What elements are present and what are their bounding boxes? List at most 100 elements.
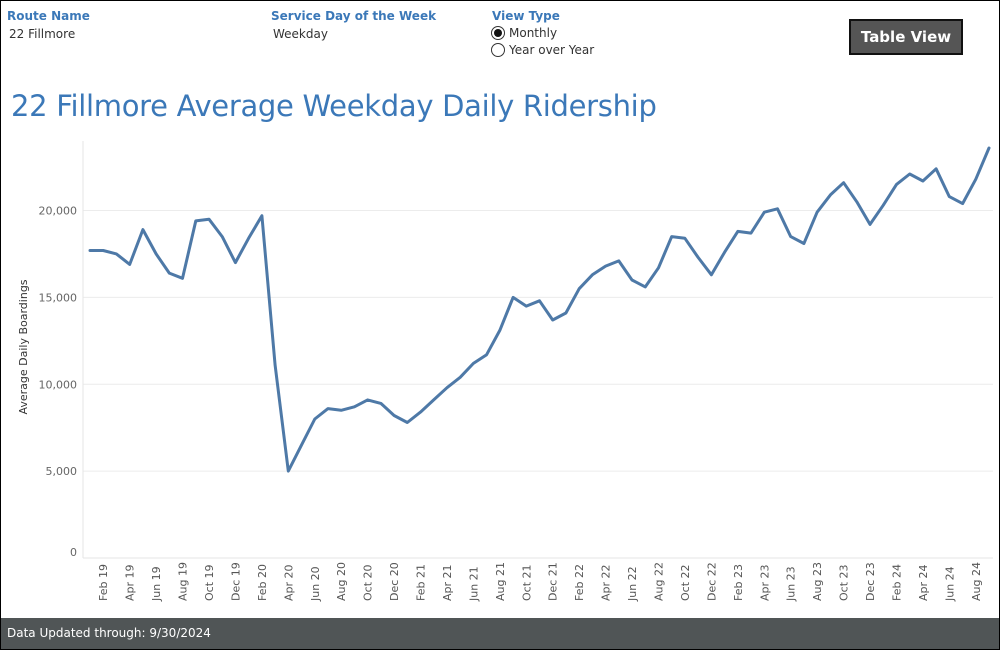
data-point[interactable] — [483, 351, 491, 359]
view-type-option-label: Year over Year — [509, 43, 595, 57]
data-point[interactable] — [218, 233, 226, 241]
data-point[interactable] — [734, 227, 742, 235]
data-point[interactable] — [112, 250, 120, 258]
data-point[interactable] — [932, 165, 940, 173]
data-point[interactable] — [284, 467, 292, 475]
radio-unselected-icon[interactable] — [491, 43, 505, 57]
x-tick-label: Dec 21 — [547, 562, 560, 601]
data-point[interactable] — [575, 285, 583, 293]
table-view-button[interactable]: Table View — [849, 19, 963, 55]
x-tick-label: Aug 22 — [652, 562, 665, 601]
x-tick-label: Dec 23 — [864, 562, 877, 601]
data-point[interactable] — [271, 361, 279, 369]
view-type-option-year-over-year[interactable]: Year over Year — [491, 43, 594, 57]
data-point[interactable] — [430, 396, 438, 404]
data-point[interactable] — [774, 205, 782, 213]
data-point[interactable] — [747, 229, 755, 237]
data-point[interactable] — [192, 217, 200, 225]
ridership-series-line[interactable] — [88, 146, 991, 473]
ridership-line-chart: 0 5,000 10,000 15,000 20,000 Feb 19 Apr 19 Jun… — [17, 141, 993, 602]
view-type-option-label: Monthly — [509, 26, 558, 40]
data-point[interactable] — [813, 208, 821, 216]
data-point[interactable] — [681, 234, 689, 242]
data-point[interactable] — [826, 191, 834, 199]
data-point[interactable] — [615, 257, 623, 265]
footer-bar: Data Updated through: 9/30/2024 — [1, 618, 999, 649]
data-point[interactable] — [985, 144, 993, 152]
data-point[interactable] — [126, 260, 134, 268]
data-point[interactable] — [840, 179, 848, 187]
data-point[interactable] — [760, 208, 768, 216]
x-tick-label: Jun 20 — [309, 566, 322, 602]
x-tick-label: Jun 19 — [150, 566, 163, 602]
x-tick-label: Jun 23 — [785, 566, 798, 602]
data-point[interactable] — [99, 247, 107, 255]
data-point[interactable] — [179, 274, 187, 282]
data-point[interactable] — [879, 201, 887, 209]
service-day-value[interactable]: Weekday — [273, 27, 328, 41]
data-point[interactable] — [245, 234, 253, 242]
x-tick-label: Apr 23 — [758, 564, 771, 601]
x-tick-label: Oct 19 — [203, 564, 216, 601]
x-tick-label: Aug 21 — [494, 562, 507, 601]
x-tick-label: Feb 21 — [415, 564, 428, 601]
data-point[interactable] — [588, 271, 596, 279]
data-point[interactable] — [152, 250, 160, 258]
data-point[interactable] — [139, 226, 147, 234]
x-tick-label: Apr 19 — [124, 564, 137, 601]
data-point[interactable] — [298, 441, 306, 449]
x-tick-label: Feb 20 — [256, 564, 269, 601]
route-name-label: Route Name — [7, 9, 90, 23]
data-point[interactable] — [350, 403, 358, 411]
data-point[interactable] — [377, 399, 385, 407]
data-point[interactable] — [522, 302, 530, 310]
data-point[interactable] — [469, 359, 477, 367]
data-point[interactable] — [800, 240, 808, 248]
data-point[interactable] — [602, 262, 610, 270]
data-point[interactable] — [906, 170, 914, 178]
data-point[interactable] — [456, 373, 464, 381]
data-point[interactable] — [866, 220, 874, 228]
data-point[interactable] — [562, 309, 570, 317]
data-point[interactable] — [919, 177, 927, 185]
data-point[interactable] — [893, 180, 901, 188]
data-point[interactable] — [337, 406, 345, 414]
data-point[interactable] — [655, 264, 663, 272]
x-tick-label: Apr 21 — [441, 564, 454, 601]
radio-selected-icon[interactable] — [491, 26, 505, 40]
data-point[interactable] — [86, 247, 94, 255]
route-name-value[interactable]: 22 Fillmore — [9, 27, 76, 41]
data-point[interactable] — [853, 198, 861, 206]
data-point[interactable] — [787, 233, 795, 241]
y-tick-label: 15,000 — [39, 291, 78, 304]
data-point[interactable] — [721, 248, 729, 256]
x-tick-label: Apr 20 — [282, 564, 295, 601]
data-point[interactable] — [390, 412, 398, 420]
data-point[interactable] — [364, 396, 372, 404]
data-point[interactable] — [972, 175, 980, 183]
data-point[interactable] — [707, 271, 715, 279]
data-point[interactable] — [324, 405, 332, 413]
data-point[interactable] — [311, 415, 319, 423]
data-point[interactable] — [258, 212, 266, 220]
data-point[interactable] — [403, 419, 411, 427]
series-layer — [86, 144, 993, 475]
chart-title: 22 Fillmore Average Weekday Daily Riders… — [11, 89, 657, 123]
y-tick-label: 10,000 — [39, 378, 78, 391]
data-point[interactable] — [668, 233, 676, 241]
data-point[interactable] — [628, 276, 636, 284]
view-type-option-monthly[interactable]: Monthly — [491, 26, 557, 40]
data-point[interactable] — [959, 200, 967, 208]
data-point[interactable] — [641, 283, 649, 291]
data-point[interactable] — [496, 326, 504, 334]
data-point[interactable] — [945, 193, 953, 201]
data-point[interactable] — [443, 384, 451, 392]
data-point[interactable] — [509, 293, 517, 301]
data-point[interactable] — [549, 316, 557, 324]
data-point[interactable] — [231, 259, 239, 267]
data-point[interactable] — [417, 408, 425, 416]
data-point[interactable] — [536, 297, 544, 305]
data-point[interactable] — [694, 253, 702, 261]
data-point[interactable] — [165, 269, 173, 277]
data-point[interactable] — [205, 215, 213, 223]
